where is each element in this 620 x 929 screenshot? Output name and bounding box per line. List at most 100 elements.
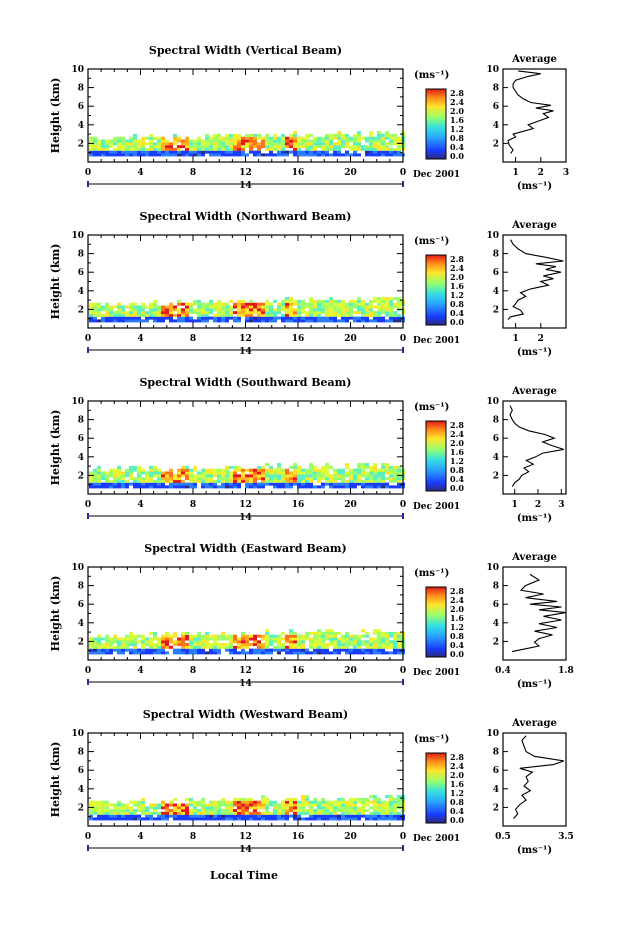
heatmap-cell (245, 311, 249, 315)
heatmap-cell (169, 482, 173, 486)
heatmap-cell (113, 477, 117, 481)
heatmap-cell (217, 305, 221, 309)
heatmap-cell (137, 474, 141, 478)
heatmap-cell (373, 806, 377, 810)
heatmap-cell (137, 153, 141, 157)
heatmap-cell (221, 811, 225, 815)
heatmap-cell (369, 313, 373, 317)
heatmap-cell (349, 809, 353, 812)
heatmap-cell (337, 319, 341, 323)
heatmap-cell (201, 809, 205, 812)
heatmap-cell (117, 648, 121, 652)
heatmap-cell (181, 651, 185, 655)
heatmap-cell (285, 803, 289, 807)
heatmap-cell (129, 142, 133, 146)
heatmap-cell (269, 311, 273, 315)
heatmap-cell (369, 485, 373, 489)
heatmap-cell (325, 139, 329, 143)
heatmap-cell (385, 131, 389, 135)
heatmap-cell (181, 643, 185, 646)
heatmap-cell (109, 319, 113, 323)
heatmap-cell (189, 477, 193, 481)
heatmap-cell (385, 477, 389, 481)
avg-y-tick-label: 10 (486, 397, 499, 407)
heatmap-cell (289, 308, 293, 312)
heatmap-cell (285, 637, 289, 641)
panel-3: Spectral Width (Eastward Beam)0 4 8 12 16 20 0… (49, 542, 574, 690)
heatmap-cell (305, 316, 309, 320)
heatmap-cell (113, 817, 117, 821)
heatmap-cell (237, 308, 241, 312)
heatmap-cell (101, 637, 105, 641)
heatmap-cell (269, 471, 273, 475)
y-tick-label: 4 (78, 785, 84, 795)
heatmap-cell (205, 637, 209, 641)
colorbar-tick-label: 2.4 (450, 429, 464, 439)
heatmap-cell (357, 153, 361, 157)
heatmap-cell (361, 648, 365, 652)
heatmap-cell (229, 482, 233, 486)
heatmap-cell (89, 311, 93, 315)
heatmap-cell (353, 319, 357, 323)
heatmap-cell (249, 468, 253, 472)
heatmap-cell (349, 811, 353, 815)
heatmap-cell (309, 471, 313, 475)
heatmap-cell (165, 637, 169, 641)
heatmap-cell (365, 645, 369, 649)
heatmap-cell (357, 145, 361, 149)
heatmap-cell (269, 305, 273, 309)
heatmap-cell (133, 302, 137, 306)
heatmap-cell (309, 145, 313, 149)
heatmap-cell (89, 637, 93, 641)
heatmap-cell (249, 147, 253, 151)
heatmap-cell (305, 797, 309, 801)
heatmap-cell (353, 645, 357, 649)
heatmap-cell (101, 814, 105, 818)
heatmap-cell (113, 313, 117, 317)
heatmap-cell (97, 471, 101, 475)
heatmap-cell (313, 809, 317, 812)
heatmap-cell (345, 471, 349, 475)
heatmap-cell (93, 308, 97, 312)
heatmap-cell (321, 643, 325, 646)
heatmap-cell (197, 637, 201, 641)
heatmap-cell (217, 316, 221, 320)
colorbar-tick-label: 0.0 (450, 815, 464, 825)
heatmap-cell (153, 465, 157, 469)
heatmap-cell (257, 648, 261, 652)
heatmap-cell (273, 145, 277, 149)
heatmap-cell (325, 471, 329, 475)
heatmap-cell (101, 150, 105, 154)
heatmap-cell (389, 814, 393, 818)
heatmap-cell (197, 147, 201, 151)
heatmap-cell (169, 474, 173, 478)
heatmap-cell (185, 147, 189, 151)
heatmap-cell (349, 474, 353, 478)
heatmap-cell (385, 795, 389, 799)
heatmap-cell (121, 803, 125, 807)
heatmap-cell (209, 643, 213, 646)
heatmap-cell (185, 319, 189, 323)
heatmap-cell (345, 817, 349, 821)
heatmap-cell (105, 147, 109, 151)
heatmap-cell (373, 139, 377, 143)
date-label: Dec 2001 (413, 502, 460, 512)
heatmap-cell (229, 817, 233, 821)
heatmap-cell (185, 817, 189, 821)
heatmap-cell (281, 468, 285, 472)
x-tick-label: 4 (137, 500, 143, 510)
heatmap-cell (277, 643, 281, 646)
heatmap-cell (349, 313, 353, 317)
heatmap-cell (253, 139, 257, 143)
heatmap-cell (149, 471, 153, 475)
heatmap-cell (229, 485, 233, 489)
heatmap-cell (305, 485, 309, 489)
heatmap-cell (381, 302, 385, 306)
heatmap-cell (181, 150, 185, 154)
heatmap-cell (97, 800, 101, 804)
heatmap-cell (145, 474, 149, 478)
heatmap-cell (333, 305, 337, 309)
heatmap-cell (321, 147, 325, 151)
heatmap-cell (397, 477, 401, 481)
heatmap-cell (389, 305, 393, 309)
